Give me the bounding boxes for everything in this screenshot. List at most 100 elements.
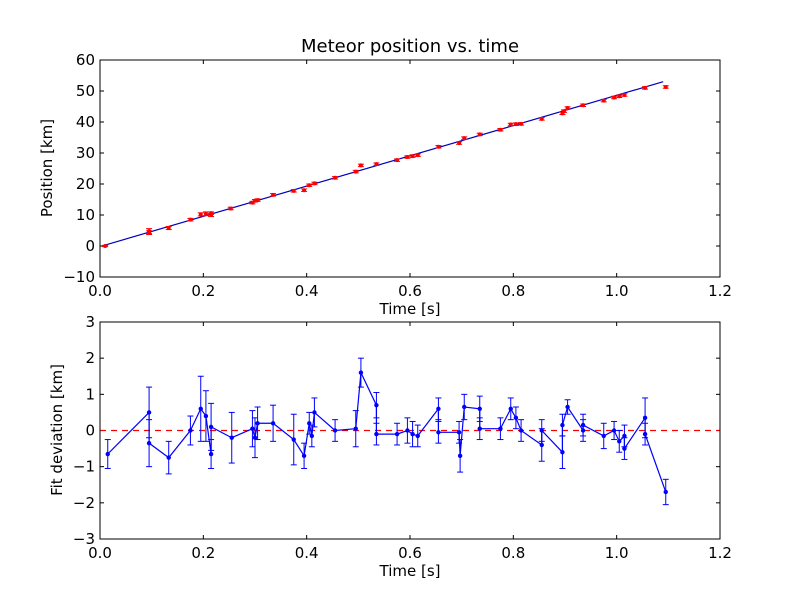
deviation-x-tick-label: 0.2 xyxy=(191,544,215,562)
deviation-point xyxy=(229,435,234,440)
deviation-point xyxy=(518,428,524,433)
position-point xyxy=(539,116,544,121)
position-y-tick-label: 60 xyxy=(76,51,95,69)
position-point xyxy=(415,153,420,158)
deviation-point xyxy=(146,440,152,446)
deviation-point xyxy=(477,406,482,411)
deviation-point xyxy=(198,406,203,411)
deviation-point xyxy=(105,451,110,457)
chart-title: Meteor position vs. time xyxy=(301,36,519,57)
deviation-y-axis-label: Fit deviation [km] xyxy=(48,364,66,496)
deviation-point xyxy=(415,433,420,439)
position-point xyxy=(166,226,171,231)
deviation-point xyxy=(208,451,214,457)
position-point xyxy=(457,141,462,146)
deviation-point xyxy=(642,415,648,421)
position-point xyxy=(617,94,622,99)
deviation-point xyxy=(291,437,296,442)
position-point xyxy=(147,230,152,235)
deviation-point xyxy=(270,421,276,426)
deviation-point xyxy=(353,426,358,431)
deviation-point xyxy=(252,435,258,440)
position-point xyxy=(203,211,208,216)
deviation-y-tick-label: 1 xyxy=(85,385,95,403)
position-point xyxy=(508,122,513,127)
deviation-point xyxy=(394,431,400,437)
deviation-point xyxy=(539,428,544,433)
deviation-point xyxy=(508,406,513,411)
deviation-point xyxy=(622,446,627,451)
deviation-point xyxy=(374,402,379,408)
deviation-point xyxy=(622,433,627,439)
position-y-tick-label: 50 xyxy=(76,82,95,100)
deviation-point xyxy=(309,433,315,439)
deviation-y-tick-label: 0 xyxy=(85,422,95,440)
deviation-point xyxy=(601,433,606,439)
deviation-point xyxy=(580,422,586,428)
deviation-y-tick-label: −3 xyxy=(73,530,95,548)
position-point xyxy=(255,198,260,203)
deviation-x-axis-label: Time [s] xyxy=(379,562,441,580)
position-point xyxy=(519,121,524,126)
position-point xyxy=(477,132,482,137)
position-y-tick-label: 10 xyxy=(76,206,95,224)
deviation-point xyxy=(560,450,565,455)
position-point xyxy=(395,158,400,163)
position-point xyxy=(333,175,338,180)
position-x-tick-label: 0.8 xyxy=(501,282,525,300)
position-point xyxy=(405,155,410,160)
position-point xyxy=(643,85,648,90)
deviation-point xyxy=(410,431,415,437)
position-point xyxy=(312,181,317,186)
position-point xyxy=(663,84,668,89)
deviation-point xyxy=(642,431,648,437)
deviation-y-tick-label: 3 xyxy=(85,313,95,331)
position-point xyxy=(209,211,214,216)
position-point xyxy=(622,93,627,98)
position-y-tick-label: 20 xyxy=(76,175,95,193)
position-point xyxy=(410,154,415,159)
position-point xyxy=(374,162,379,167)
deviation-point xyxy=(250,426,255,431)
deviation-point xyxy=(457,453,463,459)
deviation-point xyxy=(188,428,193,433)
deviation-point xyxy=(513,415,519,421)
position-y-tick-label: 0 xyxy=(85,237,95,255)
position-point xyxy=(353,169,358,174)
deviation-point xyxy=(358,370,364,375)
position-y-tick-label: 40 xyxy=(76,113,95,131)
deviation-panel: 0.0 0.2 0.4 0.6 0.8 1.0 1.2 −3 −2 −1 0 1 2 3 Time [s]… xyxy=(48,313,732,580)
position-point xyxy=(271,192,276,197)
position-point xyxy=(228,206,233,211)
deviation-point xyxy=(565,404,570,410)
deviation-point xyxy=(374,431,379,437)
position-point xyxy=(601,98,606,103)
deviation-point xyxy=(498,426,503,431)
position-point xyxy=(188,217,193,222)
position-x-axis-label: Time [s] xyxy=(379,300,441,318)
deviation-point xyxy=(405,428,410,433)
position-y-tick-label: 30 xyxy=(76,144,95,162)
deviation-x-tick-label: 0.4 xyxy=(295,544,319,562)
position-x-tick-label: 1.2 xyxy=(708,282,732,300)
deviation-axes-frame xyxy=(99,321,721,540)
position-y-tick-label: −10 xyxy=(63,268,95,286)
deviation-point xyxy=(611,428,617,433)
position-y-axis-label: Position [km] xyxy=(38,119,56,217)
position-x-tick-label: 0.6 xyxy=(398,282,422,300)
position-point xyxy=(358,163,363,168)
deviation-x-tick-label: 1.2 xyxy=(708,544,732,562)
position-plot-area: 0.0 0.2 0.4 0.6 0.8 1.0 1.2 −10 0 10 20 30 40 50 60 xyxy=(63,51,732,300)
deviation-point xyxy=(208,424,214,430)
deviation-plot-area: 0.0 0.2 0.4 0.6 0.8 1.0 1.2 −3 −2 −1 0 1 2 3 xyxy=(73,313,732,562)
position-point xyxy=(561,109,566,114)
deviation-point xyxy=(312,410,317,415)
deviation-point xyxy=(436,430,441,435)
position-point xyxy=(513,122,518,127)
deviation-x-tick-label: 0.0 xyxy=(88,544,112,562)
position-panel: Meteor position vs. time 0.0 0.2 0.4 0.6 0.8… xyxy=(38,36,732,318)
position-point xyxy=(498,127,503,132)
deviation-point xyxy=(462,404,467,410)
deviation-point xyxy=(560,422,565,428)
